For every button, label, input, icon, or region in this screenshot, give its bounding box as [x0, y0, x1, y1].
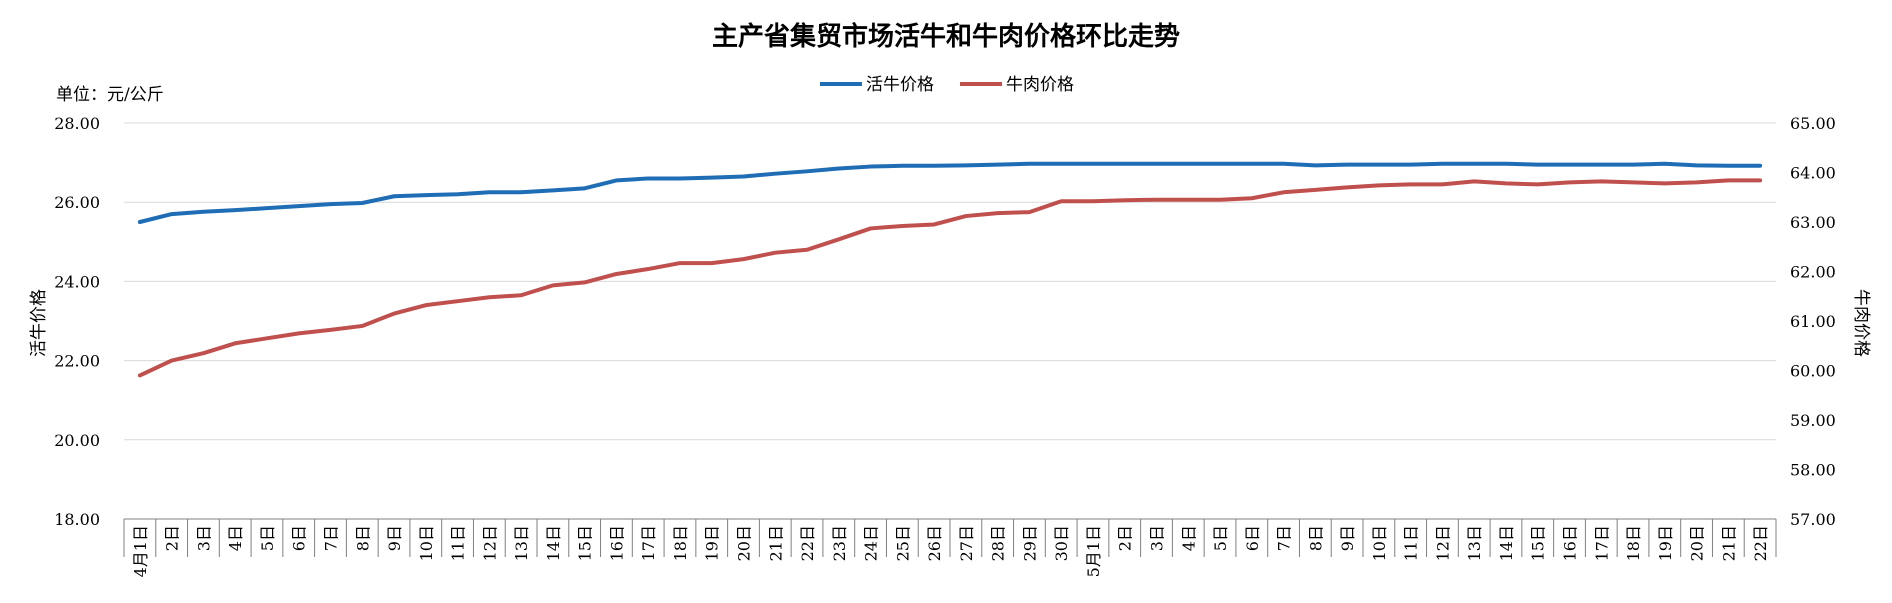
x-tick-label: 17日 — [639, 525, 658, 561]
x-tick-label: 23日 — [830, 525, 849, 561]
x-tick-label: 20日 — [1688, 525, 1707, 561]
x-tick-label: 10日 — [1370, 525, 1389, 561]
gridlines — [124, 122, 1776, 520]
x-tick-label: 22日 — [1751, 525, 1770, 561]
x-tick-label: 15日 — [576, 525, 595, 561]
x-tick-label: 9日 — [385, 525, 404, 551]
x-tick-label: 27日 — [957, 525, 976, 561]
y-axis-title-left: 活牛价格 — [29, 289, 49, 357]
y-tick-left: 26.00 — [54, 193, 100, 212]
x-tick-label: 11日 — [449, 525, 468, 561]
x-tick-label: 30日 — [1052, 525, 1071, 561]
x-tick-label: 3日 — [1148, 525, 1167, 551]
y-tick-right: 60.00 — [1790, 362, 1836, 381]
x-tick-label: 21日 — [1719, 525, 1738, 561]
y-axis-title-right: 牛肉价格 — [1851, 289, 1871, 357]
x-tick-label: 19日 — [703, 525, 722, 561]
y-tick-right: 65.00 — [1790, 114, 1836, 133]
x-tick-label: 13日 — [1465, 525, 1484, 561]
x-tick-label: 14日 — [1497, 525, 1516, 561]
y-tick-left: 18.00 — [54, 510, 100, 529]
y-tick-left: 20.00 — [54, 431, 100, 450]
x-tick-label: 16日 — [607, 525, 626, 561]
y-tick-left: 28.00 — [54, 114, 100, 133]
x-tick-label: 15日 — [1529, 525, 1548, 561]
x-tick-label: 4日 — [1179, 525, 1198, 551]
x-tick-label: 8日 — [1306, 525, 1325, 551]
x-tick-label: 2日 — [163, 525, 182, 551]
y-tick-left: 24.00 — [54, 272, 100, 291]
x-tick-label: 26日 — [925, 525, 944, 561]
x-tick-label: 25日 — [893, 525, 912, 561]
x-tick-label: 7日 — [322, 525, 341, 551]
x-tick-label: 9日 — [1338, 525, 1357, 551]
x-axis: 4月1日 2日 3日 4日 5日 6日 7日 8日 9日 10日 11日 12日 13日 14日 15日 16… — [123, 518, 1777, 577]
legend: 活牛价格 牛肉价格 — [820, 75, 1074, 95]
x-tick-label: 11日 — [1402, 525, 1421, 561]
x-tick-label: 24日 — [862, 525, 881, 561]
x-tick-label: 29日 — [1020, 525, 1039, 561]
x-tick-label: 4月1日 — [131, 525, 150, 577]
x-tick-label: 14日 — [544, 525, 563, 561]
y-ticks-right: 65.00 64.00 63.00 62.00 61.00 60.00 59.00 58.00… — [1790, 114, 1836, 529]
x-tick-label: 22日 — [798, 525, 817, 561]
legend-label-live-cattle: 活牛价格 — [866, 75, 934, 95]
x-tick-label: 18日 — [671, 525, 690, 561]
x-tick-label: 18日 — [1624, 525, 1643, 561]
unit-label: 单位：元/公斤 — [56, 85, 164, 105]
x-tick-label: 28日 — [989, 525, 1008, 561]
x-tick-label: 19日 — [1656, 525, 1675, 561]
y-tick-right: 57.00 — [1790, 510, 1836, 529]
series-line-live-cattle — [137, 161, 1763, 224]
x-tick-label: 17日 — [1592, 525, 1611, 561]
chart-title: 主产省集贸市场活牛和牛肉价格环比走势 — [712, 21, 1180, 52]
y-tick-right: 58.00 — [1790, 461, 1836, 480]
x-tick-label: 12日 — [1433, 525, 1452, 561]
x-tick-label: 8日 — [353, 525, 372, 551]
x-tick-label: 5日 — [1211, 525, 1230, 551]
y-tick-left: 22.00 — [54, 352, 100, 371]
y-tick-right: 59.00 — [1790, 411, 1836, 430]
series-line-beef — [137, 178, 1763, 378]
x-tick-label: 7日 — [1275, 525, 1294, 551]
x-tick-label: 16日 — [1561, 525, 1580, 561]
x-tick-label: 20日 — [735, 525, 754, 561]
x-tick-label: 12日 — [480, 525, 499, 561]
x-tick-label: 4日 — [226, 525, 245, 551]
y-tick-right: 61.00 — [1790, 312, 1836, 331]
legend-label-beef: 牛肉价格 — [1006, 75, 1074, 95]
x-tick-label: 10日 — [417, 525, 436, 561]
x-tick-label: 3日 — [194, 525, 213, 551]
x-tick-label: 5月1日 — [1084, 525, 1103, 577]
x-tick-label: 21日 — [766, 525, 785, 561]
y-tick-right: 62.00 — [1790, 263, 1836, 282]
x-tick-label: 2日 — [1116, 525, 1135, 551]
y-ticks-left: 28.00 26.00 24.00 22.00 20.00 18.00 — [54, 114, 100, 529]
y-tick-right: 64.00 — [1790, 164, 1836, 183]
x-tick-label: 13日 — [512, 525, 531, 561]
x-tick-label: 6日 — [1243, 525, 1262, 551]
series-layer — [137, 161, 1763, 378]
x-tick-label: 6日 — [290, 525, 309, 551]
x-tick-label: 5日 — [258, 525, 277, 551]
y-tick-right: 63.00 — [1790, 213, 1836, 232]
